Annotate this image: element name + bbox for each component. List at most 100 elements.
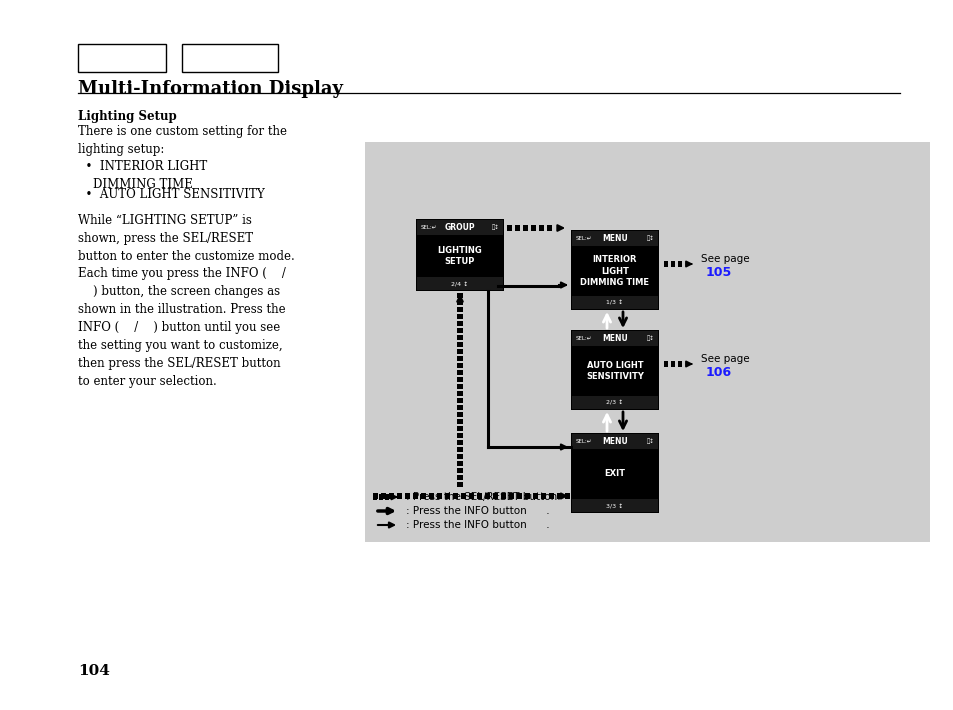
Text: : Press the SEL/RESET button.: : Press the SEL/RESET button. bbox=[406, 492, 560, 502]
Bar bbox=[416, 277, 502, 290]
Bar bbox=[572, 296, 658, 309]
Bar bbox=[456, 412, 462, 417]
Bar bbox=[546, 225, 552, 231]
Bar bbox=[663, 261, 668, 267]
Bar bbox=[572, 499, 658, 512]
Bar bbox=[663, 361, 668, 367]
Text: AUTO LIGHT
SENSITIVITY: AUTO LIGHT SENSITIVITY bbox=[585, 361, 643, 381]
Bar bbox=[456, 349, 462, 354]
Bar bbox=[373, 493, 378, 499]
Bar bbox=[456, 377, 462, 382]
Bar bbox=[78, 44, 166, 72]
Bar bbox=[571, 230, 659, 310]
Text: While “LIGHTING SETUP” is
shown, press the SEL/RESET
button to enter the customi: While “LIGHTING SETUP” is shown, press t… bbox=[78, 214, 294, 263]
Bar bbox=[429, 493, 434, 499]
Bar bbox=[456, 328, 462, 333]
Text: ⓘ↕: ⓘ↕ bbox=[646, 236, 655, 241]
Bar bbox=[453, 493, 458, 499]
Bar bbox=[456, 384, 462, 389]
Bar bbox=[678, 261, 681, 267]
Bar bbox=[456, 398, 462, 403]
Bar bbox=[456, 454, 462, 459]
Bar bbox=[484, 493, 490, 499]
Bar bbox=[533, 493, 537, 499]
Bar bbox=[531, 225, 536, 231]
Bar bbox=[456, 356, 462, 361]
Text: SEL:↵: SEL:↵ bbox=[576, 336, 592, 341]
Text: MENU: MENU bbox=[601, 334, 627, 343]
Bar bbox=[493, 493, 498, 499]
Text: SEL:↵: SEL:↵ bbox=[576, 236, 592, 241]
Bar bbox=[572, 434, 658, 449]
Text: : Press the INFO button      .: : Press the INFO button . bbox=[406, 506, 549, 516]
Bar bbox=[517, 493, 522, 499]
Text: 105: 105 bbox=[705, 266, 732, 278]
Text: EXIT: EXIT bbox=[604, 469, 625, 479]
Text: •  INTERIOR LIGHT
    DIMMING TIME: • INTERIOR LIGHT DIMMING TIME bbox=[78, 160, 207, 191]
Text: MENU: MENU bbox=[601, 234, 627, 243]
Bar bbox=[670, 261, 675, 267]
Bar bbox=[396, 493, 402, 499]
Bar bbox=[456, 363, 462, 368]
Bar bbox=[405, 493, 410, 499]
Text: INTERIOR
LIGHT
DIMMING TIME: INTERIOR LIGHT DIMMING TIME bbox=[579, 256, 649, 287]
Text: 2/3 ↕: 2/3 ↕ bbox=[606, 400, 623, 405]
Bar bbox=[456, 321, 462, 326]
Text: Multi-Information Display: Multi-Information Display bbox=[78, 80, 343, 98]
Text: There is one custom setting for the
lighting setup:: There is one custom setting for the ligh… bbox=[78, 125, 287, 156]
Bar bbox=[506, 225, 512, 231]
Bar bbox=[365, 142, 929, 542]
Text: Each time you press the INFO (    /
    ) button, the screen changes as
shown in: Each time you press the INFO ( / ) butto… bbox=[78, 267, 286, 388]
Bar bbox=[540, 493, 546, 499]
Bar bbox=[456, 447, 462, 452]
Bar bbox=[456, 342, 462, 347]
Bar bbox=[456, 468, 462, 473]
Bar bbox=[456, 433, 462, 438]
Bar bbox=[670, 361, 675, 367]
Bar bbox=[571, 433, 659, 513]
Bar bbox=[456, 391, 462, 396]
Bar bbox=[378, 494, 382, 500]
Bar bbox=[538, 225, 543, 231]
Bar bbox=[416, 219, 503, 291]
Bar bbox=[548, 493, 554, 499]
Bar bbox=[456, 370, 462, 375]
Text: Lighting Setup: Lighting Setup bbox=[78, 110, 176, 123]
Bar bbox=[564, 493, 570, 499]
Text: 2/4 ↕: 2/4 ↕ bbox=[451, 281, 468, 286]
Text: See page: See page bbox=[700, 354, 749, 364]
Bar bbox=[456, 335, 462, 340]
Bar bbox=[456, 426, 462, 431]
Text: : Press the INFO button      .: : Press the INFO button . bbox=[406, 520, 549, 530]
Text: 3/3 ↕: 3/3 ↕ bbox=[606, 503, 623, 508]
Text: See page: See page bbox=[700, 254, 749, 264]
Bar bbox=[572, 396, 658, 409]
Bar bbox=[572, 231, 658, 246]
Bar bbox=[456, 440, 462, 445]
Text: ⓘ↕: ⓘ↕ bbox=[646, 336, 655, 342]
Text: MENU: MENU bbox=[601, 437, 627, 446]
Bar bbox=[500, 493, 506, 499]
Bar bbox=[416, 220, 502, 235]
Bar bbox=[469, 493, 474, 499]
Bar bbox=[509, 493, 514, 499]
Text: •  AUTO LIGHT SENSITIVITY: • AUTO LIGHT SENSITIVITY bbox=[78, 188, 265, 201]
Bar bbox=[456, 293, 462, 298]
Text: GROUP: GROUP bbox=[444, 223, 475, 232]
Bar bbox=[385, 494, 389, 500]
Text: 106: 106 bbox=[705, 366, 731, 378]
Bar bbox=[573, 493, 578, 499]
Bar bbox=[460, 493, 466, 499]
Bar bbox=[389, 493, 395, 499]
Bar bbox=[413, 493, 418, 499]
Bar bbox=[456, 419, 462, 424]
Bar bbox=[420, 493, 426, 499]
Bar bbox=[524, 493, 530, 499]
Bar bbox=[678, 361, 681, 367]
Bar bbox=[456, 300, 462, 305]
Bar bbox=[373, 494, 376, 500]
Bar bbox=[456, 307, 462, 312]
Text: SEL:↵: SEL:↵ bbox=[420, 225, 436, 230]
Bar bbox=[571, 330, 659, 410]
Bar bbox=[444, 493, 450, 499]
